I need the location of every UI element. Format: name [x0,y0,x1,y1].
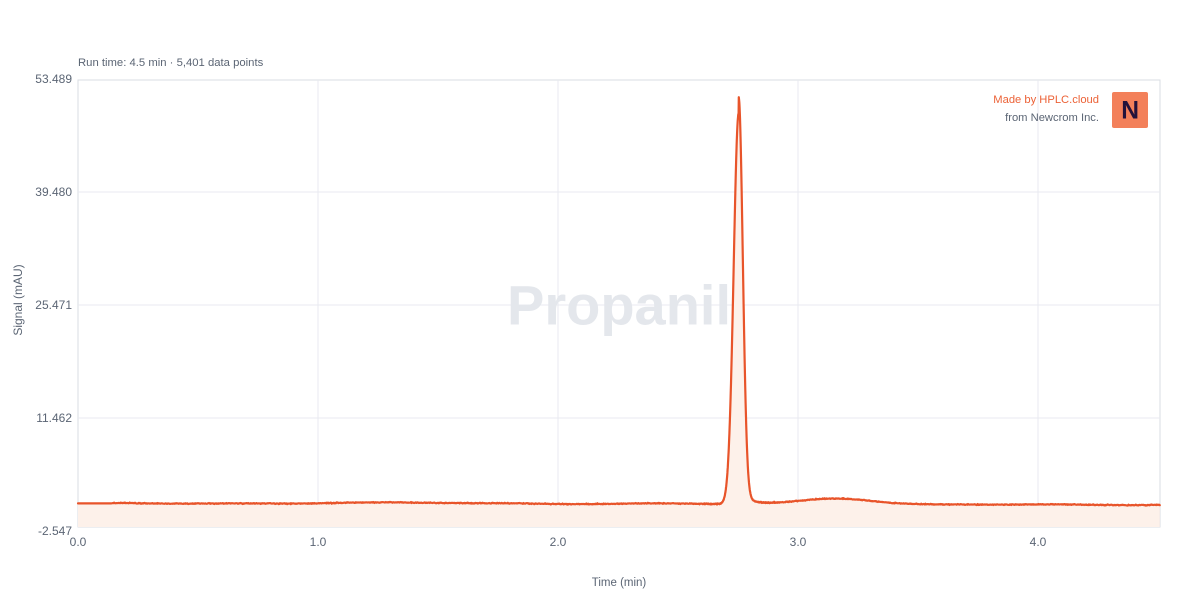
svg-text:N: N [1121,97,1139,124]
